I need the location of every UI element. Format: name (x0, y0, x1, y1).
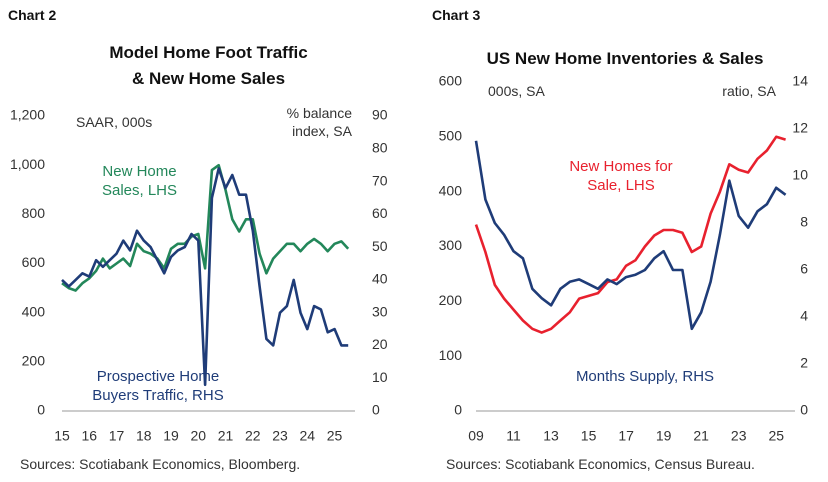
y-tick-label: 400 (439, 182, 463, 198)
x-tick-label: 16 (81, 428, 97, 444)
x-tick-label: 19 (656, 428, 672, 444)
x-tick-label: 19 (163, 428, 179, 444)
x-tick-label: 25 (327, 428, 343, 444)
y-tick-label: 0 (454, 402, 462, 418)
x-tick-label: 20 (190, 428, 206, 444)
x-tick-label: 13 (543, 428, 559, 444)
y-tick-label: 200 (439, 292, 463, 308)
y2-tick-label: 80 (372, 139, 388, 155)
y-tick-label: 600 (439, 73, 463, 89)
x-tick-label: 09 (468, 428, 484, 444)
x-tick-label: 21 (693, 428, 709, 444)
x-tick-label: 21 (218, 428, 234, 444)
series-label: Months Supply, RHS (575, 368, 715, 385)
y2-tick-label: 50 (372, 238, 388, 254)
y-tick-label: 100 (439, 347, 463, 363)
y2-tick-label: 20 (372, 336, 388, 352)
y2-tick-label: 4 (800, 308, 808, 324)
chart-heading: Chart 2 (8, 7, 57, 23)
series-line (61, 167, 349, 387)
x-tick-label: 11 (506, 428, 521, 444)
y2-tick-label: 30 (372, 303, 388, 319)
y-tick-label: 200 (22, 353, 46, 369)
x-tick-label: 15 (54, 428, 70, 444)
series-line (61, 163, 350, 292)
y-tick-label: 800 (22, 205, 46, 221)
y2-tick-label: 0 (372, 402, 380, 418)
y-tick-label: 300 (439, 237, 463, 253)
series-label: New Homes for Sale, LHS (569, 158, 673, 194)
y2-tick-label: 8 (800, 214, 808, 230)
chart-heading: Chart 3 (432, 7, 481, 23)
y2-tick-label: 0 (800, 402, 808, 418)
y-axis-label: SAAR, 000s (76, 114, 153, 130)
x-tick-label: 25 (768, 428, 784, 444)
y-tick-label: 600 (22, 254, 46, 270)
chart-title: Model Home Foot Traffic & New Home Sales (109, 43, 308, 88)
series-label: New Home Sales, LHS (101, 163, 178, 199)
y-tick-label: 500 (439, 128, 463, 144)
y2-tick-label: 90 (372, 107, 388, 123)
x-tick-label: 23 (272, 428, 288, 444)
series-line (474, 140, 787, 331)
y-axis-label: 000s, SA (488, 83, 545, 99)
y-tick-label: 1,200 (10, 107, 45, 123)
x-tick-label: 18 (136, 428, 152, 444)
y2-tick-label: 60 (372, 205, 388, 221)
x-tick-label: 22 (245, 428, 261, 444)
source-note: Sources: Scotiabank Economics, Bloomberg… (20, 456, 301, 472)
y2-tick-label: 70 (372, 172, 388, 188)
x-tick-label: 17 (109, 428, 125, 444)
y2-tick-label: 14 (792, 73, 808, 89)
y2-axis-label: % balance index, SA (286, 105, 352, 139)
x-tick-label: 17 (618, 428, 634, 444)
y2-axis-label: ratio, SA (722, 83, 776, 99)
y2-tick-label: 2 (800, 355, 808, 371)
y2-tick-label: 10 (792, 167, 808, 183)
x-tick-label: 23 (731, 428, 747, 444)
y2-tick-label: 12 (792, 120, 808, 136)
y2-tick-label: 6 (800, 261, 808, 277)
y-tick-label: 400 (22, 303, 46, 319)
y2-tick-label: 10 (372, 369, 388, 385)
series-label: Prospective Home Buyers Traffic, RHS (92, 368, 224, 404)
chart-title: US New Home Inventories & Sales (486, 49, 764, 68)
x-tick-label: 15 (581, 428, 597, 444)
series-line (474, 135, 786, 334)
y-tick-label: 1,000 (10, 156, 45, 172)
y-tick-label: 0 (37, 402, 45, 418)
x-tick-label: 24 (300, 428, 316, 444)
y2-tick-label: 40 (372, 271, 388, 287)
source-note: Sources: Scotiabank Economics, Census Bu… (446, 456, 755, 472)
